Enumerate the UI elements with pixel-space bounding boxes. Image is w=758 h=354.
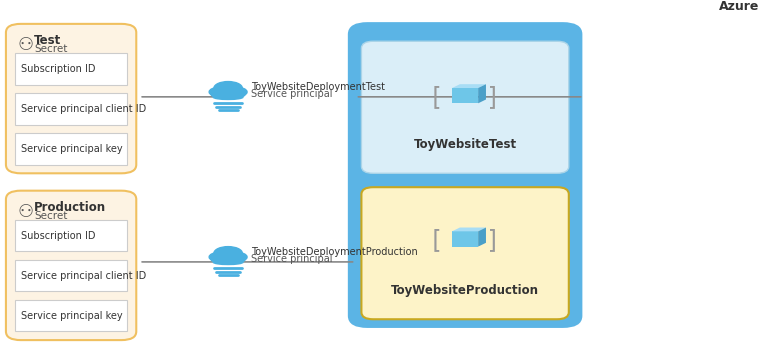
Text: Subscription ID: Subscription ID <box>20 64 96 74</box>
Ellipse shape <box>209 87 228 97</box>
Text: Test: Test <box>34 34 61 47</box>
Polygon shape <box>478 84 486 103</box>
Text: Azure: Azure <box>719 0 758 13</box>
Ellipse shape <box>228 252 247 262</box>
Text: Service principal key: Service principal key <box>20 311 122 321</box>
FancyBboxPatch shape <box>452 88 478 103</box>
Text: Production: Production <box>34 200 106 213</box>
FancyBboxPatch shape <box>15 133 127 165</box>
Polygon shape <box>689 0 715 22</box>
Polygon shape <box>452 228 486 231</box>
Polygon shape <box>478 228 486 247</box>
Polygon shape <box>694 0 709 19</box>
Text: Secret: Secret <box>34 211 67 221</box>
Text: [   ]: [ ] <box>430 228 501 252</box>
FancyBboxPatch shape <box>15 53 127 85</box>
Text: Service principal: Service principal <box>251 89 332 99</box>
Text: Subscription ID: Subscription ID <box>20 231 96 241</box>
FancyBboxPatch shape <box>15 93 127 125</box>
Ellipse shape <box>209 252 228 262</box>
Text: Service principal client ID: Service principal client ID <box>20 271 146 281</box>
Ellipse shape <box>214 81 243 95</box>
FancyBboxPatch shape <box>15 220 127 251</box>
FancyBboxPatch shape <box>349 24 581 326</box>
Text: ToyWebsiteProduction: ToyWebsiteProduction <box>391 284 539 297</box>
FancyBboxPatch shape <box>362 41 568 173</box>
Ellipse shape <box>211 256 245 264</box>
Text: Service principal: Service principal <box>251 254 332 264</box>
Polygon shape <box>452 84 486 88</box>
FancyBboxPatch shape <box>15 260 127 291</box>
FancyBboxPatch shape <box>452 231 478 247</box>
FancyBboxPatch shape <box>6 24 136 173</box>
FancyBboxPatch shape <box>15 300 127 331</box>
Text: Service principal key: Service principal key <box>20 144 122 154</box>
Ellipse shape <box>211 91 245 98</box>
Text: ⚇: ⚇ <box>17 202 34 221</box>
Ellipse shape <box>228 87 247 97</box>
Text: ToyWebsiteTest: ToyWebsiteTest <box>414 138 517 151</box>
Text: Service principal client ID: Service principal client ID <box>20 104 146 114</box>
Text: Secret: Secret <box>34 44 67 54</box>
Text: ToyWebsiteDeploymentTest: ToyWebsiteDeploymentTest <box>251 82 384 92</box>
Ellipse shape <box>213 95 243 99</box>
Text: ⚇: ⚇ <box>17 36 34 54</box>
FancyBboxPatch shape <box>362 187 568 319</box>
Text: [   ]: [ ] <box>430 85 501 109</box>
Ellipse shape <box>213 260 243 264</box>
FancyBboxPatch shape <box>6 191 136 340</box>
Text: ToyWebsiteDeploymentProduction: ToyWebsiteDeploymentProduction <box>251 247 418 257</box>
Ellipse shape <box>214 247 243 260</box>
